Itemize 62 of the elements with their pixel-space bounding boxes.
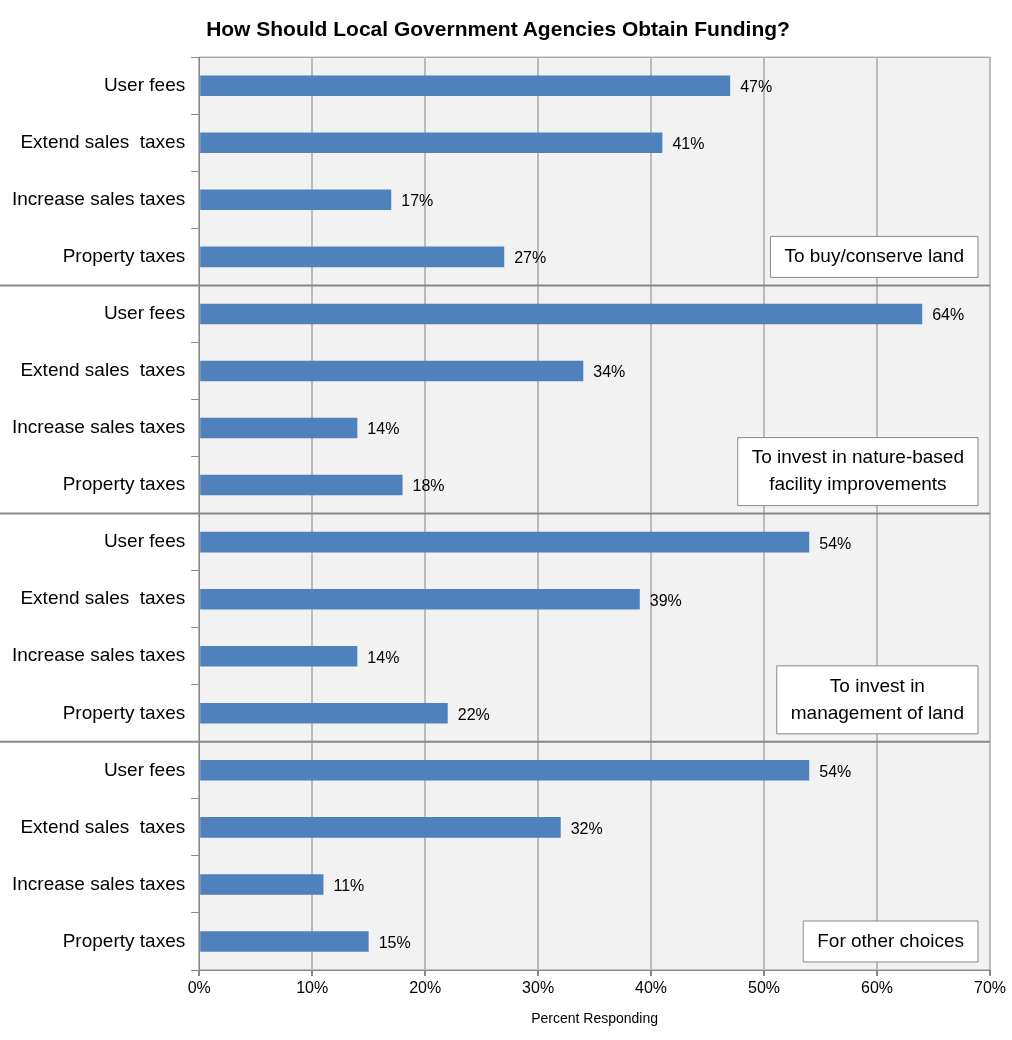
annotation: To buy/conserve land bbox=[784, 245, 964, 267]
data-label: 47% bbox=[740, 78, 773, 96]
annotation: For other choices bbox=[817, 929, 965, 951]
y-tick-label: Extend sales taxes bbox=[20, 131, 186, 153]
data-label: 41% bbox=[672, 135, 705, 153]
y-tick-label: Property taxes bbox=[62, 245, 186, 267]
y-tick-label: Increase sales taxes bbox=[12, 872, 186, 894]
bar bbox=[200, 760, 810, 781]
y-tick-label: Extend sales taxes bbox=[20, 587, 186, 609]
bar bbox=[200, 817, 561, 838]
annotation: To invest in nature-based facility improvements bbox=[751, 446, 964, 495]
y-tick-label: Property taxes bbox=[62, 929, 186, 951]
data-label: 11% bbox=[333, 876, 365, 894]
x-tick-label: 20% bbox=[409, 979, 442, 997]
y-tick-label: User fees bbox=[103, 73, 186, 95]
bar bbox=[200, 360, 584, 382]
bar bbox=[200, 874, 324, 895]
chart-title: How Should Local Government Agencies Obtain Funding? bbox=[206, 17, 790, 41]
data-label: 64% bbox=[932, 306, 965, 324]
bar bbox=[200, 588, 640, 610]
data-label: 54% bbox=[819, 534, 852, 552]
data-label: 27% bbox=[514, 249, 547, 267]
y-tick-label: Property taxes bbox=[62, 473, 186, 495]
data-label: 15% bbox=[378, 933, 411, 951]
data-label: 39% bbox=[649, 591, 682, 609]
bar bbox=[200, 303, 923, 325]
bar bbox=[200, 931, 369, 952]
bar bbox=[200, 189, 392, 211]
y-tick-label: Extend sales taxes bbox=[20, 815, 186, 837]
data-label: 22% bbox=[457, 705, 490, 723]
data-label: 34% bbox=[593, 363, 626, 381]
y-tick-label: User fees bbox=[103, 758, 186, 780]
y-tick-label: Property taxes bbox=[62, 701, 186, 723]
x-tick-label: 0% bbox=[187, 979, 211, 997]
bar bbox=[200, 474, 403, 496]
y-tick-label: Increase sales taxes bbox=[12, 188, 186, 210]
bar bbox=[200, 417, 358, 439]
data-label: 32% bbox=[570, 819, 603, 837]
x-tick-label: 10% bbox=[296, 979, 329, 997]
x-tick-label: 50% bbox=[748, 979, 781, 997]
y-tick-label: Extend sales taxes bbox=[20, 359, 186, 381]
bar bbox=[200, 75, 731, 96]
x-tick-label: 70% bbox=[973, 979, 1007, 997]
y-tick-label: Increase sales taxes bbox=[12, 416, 186, 438]
data-label: 18% bbox=[412, 477, 445, 495]
data-label: 17% bbox=[401, 192, 434, 210]
y-tick-label: User fees bbox=[103, 302, 186, 324]
x-axis-title: Percent Responding bbox=[531, 1010, 659, 1027]
x-tick-label: 40% bbox=[635, 979, 668, 997]
bar bbox=[200, 531, 810, 553]
data-label: 14% bbox=[367, 420, 400, 438]
annotation: To invest in management of land bbox=[790, 674, 964, 723]
bar bbox=[200, 645, 358, 667]
data-label: 14% bbox=[367, 648, 400, 666]
y-tick-label: User fees bbox=[103, 530, 186, 552]
bar bbox=[200, 132, 663, 154]
data-label: 54% bbox=[819, 762, 852, 780]
x-tick-label: 30% bbox=[522, 979, 555, 997]
bar bbox=[200, 703, 448, 724]
y-tick-label: Increase sales taxes bbox=[12, 644, 186, 666]
x-tick-label: 60% bbox=[861, 979, 894, 997]
bar bbox=[200, 246, 505, 268]
